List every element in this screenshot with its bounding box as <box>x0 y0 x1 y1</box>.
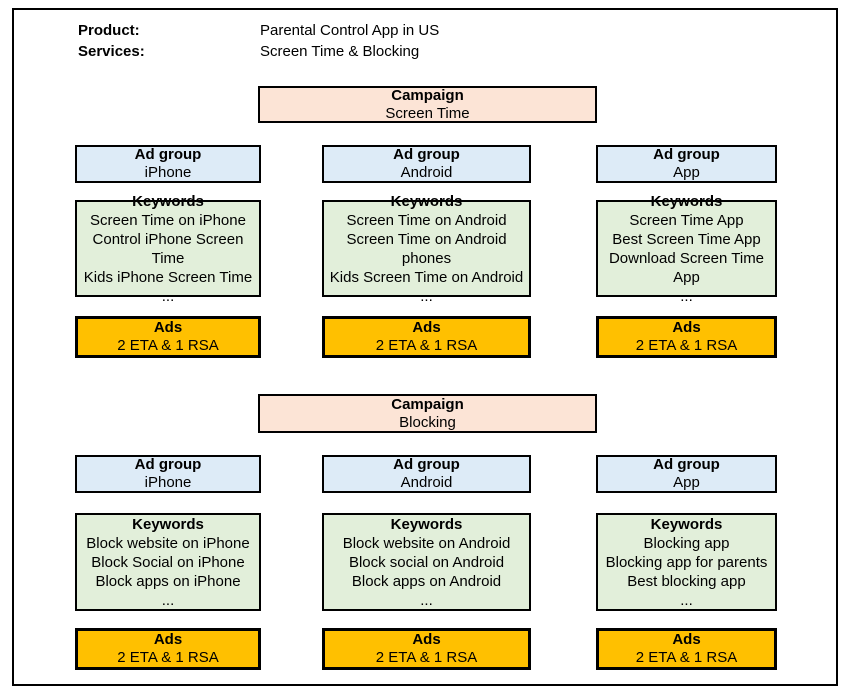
campaign-name: Blocking <box>399 413 456 431</box>
ad-group-box-iphone: Ad group iPhone <box>75 145 261 183</box>
keyword-line: Block website on Android <box>342 534 511 552</box>
ads-detail: 2 ETA & 1 RSA <box>375 649 478 666</box>
ad-group-name: iPhone <box>144 164 192 181</box>
ads-title: Ads <box>672 319 701 336</box>
keywords-box-iphone: Keywords Screen Time on iPhone Control i… <box>75 193 261 305</box>
keyword-line: ... <box>420 591 433 609</box>
keyword-line: Block Social on iPhone <box>91 553 245 571</box>
keywords-box-android: Keywords Screen Time on Android Screen T… <box>322 193 531 305</box>
ads-box-app: Ads 2 ETA & 1 RSA <box>596 628 777 670</box>
ad-group-title: Ad group <box>653 146 720 163</box>
ads-detail: 2 ETA & 1 RSA <box>117 649 219 666</box>
ad-group-title: Ad group <box>393 146 460 163</box>
keyword-line: Kids iPhone Screen Time <box>83 268 253 286</box>
ads-box-android: Ads 2 ETA & 1 RSA <box>322 628 531 670</box>
keyword-line: Blocking app <box>643 534 730 552</box>
keywords-box-app: Keywords Blocking app Blocking app for p… <box>596 513 777 611</box>
services-label: Services: <box>78 43 145 60</box>
keyword-line: Screen Time App <box>629 211 744 229</box>
ads-detail: 2 ETA & 1 RSA <box>117 337 219 354</box>
keyword-line: ... <box>161 287 175 305</box>
keyword-line: Screen Time on iPhone <box>90 211 246 229</box>
ad-group-title: Ad group <box>653 456 720 473</box>
keyword-line: Block social on Android <box>348 553 505 571</box>
campaign-title: Campaign <box>391 86 464 104</box>
ad-group-title: Ad group <box>134 456 202 473</box>
ads-box-android: Ads 2 ETA & 1 RSA <box>322 316 531 358</box>
ad-group-box-app: Ad group App <box>596 145 777 183</box>
keywords-title: Keywords <box>132 515 204 533</box>
keyword-line: Blocking app for parents <box>605 553 768 571</box>
ads-box-iphone: Ads 2 ETA & 1 RSA <box>75 316 261 358</box>
keyword-line: Best blocking app <box>627 572 746 590</box>
ad-group-box-app: Ad group App <box>596 455 777 493</box>
ads-detail: 2 ETA & 1 RSA <box>635 649 738 666</box>
keywords-title: Keywords <box>650 192 723 210</box>
ads-title: Ads <box>412 319 441 336</box>
keyword-line: ... <box>420 287 433 305</box>
ads-title: Ads <box>672 631 701 648</box>
ads-title: Ads <box>153 631 183 648</box>
ads-title: Ads <box>412 631 441 648</box>
keyword-line: Kids Screen Time on Android <box>329 268 524 286</box>
ad-group-name: App <box>673 474 700 491</box>
keyword-line: Block apps on Android <box>351 572 502 590</box>
keywords-box-android: Keywords Block website on Android Block … <box>322 513 531 611</box>
keyword-line: ... <box>680 591 693 609</box>
ad-group-name: iPhone <box>144 474 192 491</box>
ad-group-box-android: Ad group Android <box>322 455 531 493</box>
ad-group-name: Android <box>400 474 453 491</box>
campaign-box-screen-time: Campaign Screen Time <box>258 86 597 123</box>
keyword-line: Best Screen Time App <box>612 230 761 248</box>
product-value: Parental Control App in US <box>260 22 440 39</box>
keywords-box-iphone: Keywords Block website on iPhone Block S… <box>75 513 261 611</box>
keywords-title: Keywords <box>132 192 204 210</box>
ad-group-box-android: Ad group Android <box>322 145 531 183</box>
keyword-line: Control iPhone Screen Time <box>92 230 244 267</box>
keyword-line: ... <box>161 591 175 609</box>
keyword-line: Block apps on iPhone <box>95 572 241 590</box>
keywords-title: Keywords <box>390 192 463 210</box>
keyword-line: ... <box>680 287 693 305</box>
keyword-line: Download Screen Time App <box>608 249 765 286</box>
keyword-line: Screen Time on Android phones <box>346 230 507 267</box>
campaign-title: Campaign <box>391 395 464 413</box>
services-value: Screen Time & Blocking <box>260 43 420 60</box>
ads-detail: 2 ETA & 1 RSA <box>635 337 738 354</box>
ad-group-title: Ad group <box>134 146 202 163</box>
keyword-line: Screen Time on Android <box>346 211 507 229</box>
ads-title: Ads <box>153 319 183 336</box>
ad-group-name: App <box>673 164 700 181</box>
product-label: Product: <box>78 22 140 39</box>
keywords-title: Keywords <box>390 515 463 533</box>
ads-box-app: Ads 2 ETA & 1 RSA <box>596 316 777 358</box>
keywords-box-app: Keywords Screen Time App Best Screen Tim… <box>596 193 777 305</box>
ads-detail: 2 ETA & 1 RSA <box>375 337 478 354</box>
ad-group-name: Android <box>400 164 453 181</box>
keywords-title: Keywords <box>650 515 723 533</box>
keyword-line: Block website on iPhone <box>86 534 250 552</box>
ad-group-box-iphone: Ad group iPhone <box>75 455 261 493</box>
ads-box-iphone: Ads 2 ETA & 1 RSA <box>75 628 261 670</box>
ad-group-title: Ad group <box>393 456 460 473</box>
campaign-name: Screen Time <box>385 104 470 122</box>
campaign-box-blocking: Campaign Blocking <box>258 394 597 433</box>
